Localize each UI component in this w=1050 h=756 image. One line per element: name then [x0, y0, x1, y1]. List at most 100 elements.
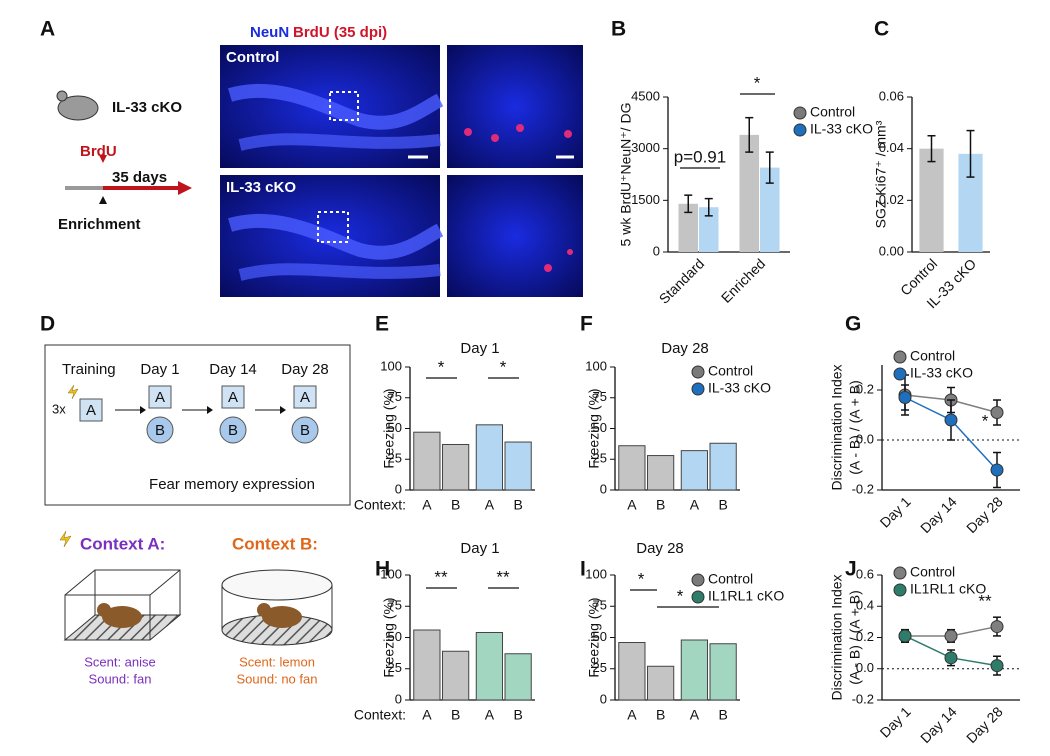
granule-layer [227, 213, 444, 260]
bar [709, 442, 737, 491]
y-tick-label: 75 [593, 598, 607, 613]
y-tick-label: 100 [585, 358, 607, 373]
stage-label: Day 28 [281, 361, 329, 378]
legend-label: Control [708, 363, 753, 379]
y-axis-label: Discrimination Index [829, 574, 845, 700]
point [990, 463, 1004, 477]
chart-title: Day 1 [460, 340, 499, 357]
context-letter: A [300, 389, 310, 406]
start-marker [99, 196, 107, 204]
x-tick-label: B [656, 497, 665, 513]
scent-label: Scent: anise [84, 654, 156, 669]
y-axis-label: Freezing (%) [586, 388, 602, 468]
pulse-label: BrdU [80, 143, 117, 160]
annotation: ** [978, 591, 992, 610]
point [944, 413, 958, 427]
legend-label: Control [910, 348, 955, 364]
legend-marker [793, 123, 807, 137]
context-a-drawing [63, 569, 182, 641]
context-letter: B [300, 422, 310, 439]
y-tick-label: -0.2 [852, 481, 874, 496]
y-tick-label: 0.2 [856, 629, 874, 644]
bar [759, 167, 780, 252]
bar [678, 203, 699, 252]
bar [475, 424, 503, 491]
panel-label: D [40, 313, 55, 336]
y-tick-label: 100 [380, 566, 402, 581]
y-axis-label: Freezing (%) [381, 597, 397, 677]
y-tick-label: 0.6 [856, 566, 874, 581]
timeline-arrow [178, 181, 192, 195]
stage-label: Day 14 [209, 361, 257, 378]
y-tick-label: 75 [388, 389, 402, 404]
x-tick-label: B [656, 707, 665, 723]
chart-title: Day 1 [460, 540, 499, 557]
legend-label: Control [708, 571, 753, 587]
context-box [79, 398, 103, 422]
y-tick-label: 100 [585, 566, 607, 581]
annotation: p=0.91 [674, 147, 726, 166]
context-b-drawing [221, 569, 333, 646]
context-letter: A [155, 389, 165, 406]
y-tick-label: 50 [593, 629, 607, 644]
legend-marker [691, 365, 705, 379]
brdu-cell [491, 134, 499, 142]
y-tick-label: 75 [593, 389, 607, 404]
y-tick-label: 0.02 [879, 192, 904, 207]
bar [504, 653, 532, 701]
y-tick-label: 3000 [631, 140, 660, 155]
brdu-cell [567, 249, 573, 255]
y-axis-label: (A - B) / (A + B) [847, 590, 863, 685]
micrograph: Control IL-33 cKO [220, 45, 583, 297]
legend-marker [893, 350, 907, 364]
point [990, 659, 1004, 673]
bar [413, 431, 441, 491]
y-tick-label: -0.2 [852, 691, 874, 706]
annotation: * [982, 411, 989, 430]
panel-label: I [580, 558, 586, 581]
bar [504, 441, 532, 491]
y-tick-label: 0 [600, 691, 607, 706]
annotation: ** [496, 567, 510, 586]
brdu-cell [464, 128, 472, 136]
shock-icon [59, 530, 72, 548]
panel-label: C [874, 18, 889, 41]
mouse-ear [56, 90, 68, 102]
start-label: Enrichment [58, 216, 141, 233]
x-axis-label: Context: [354, 707, 406, 723]
x-tick-label: Day 1 [877, 493, 914, 530]
stage-contexts: A B A B A B [146, 385, 319, 444]
panel-label: B [611, 18, 626, 41]
zoom-box [317, 211, 349, 243]
granule-layer [238, 263, 441, 281]
legend-marker [691, 573, 705, 587]
panel-d-schematic: Training Day 1 Day 14 Day 28 3x A A B A … [44, 344, 351, 686]
panel-labels: A B C D E F G H I J [40, 18, 889, 581]
panel-label: H [375, 558, 390, 581]
zoom-image [447, 45, 583, 168]
x-tick-label: A [485, 497, 495, 513]
bar [647, 455, 675, 491]
y-tick-label: 0 [395, 691, 402, 706]
y-tick-label: 0.4 [856, 598, 874, 613]
y-tick-label: 0 [600, 481, 607, 496]
y-axis-label: Freezing (%) [586, 597, 602, 677]
point [990, 620, 1004, 634]
y-tick-label: 0.2 [856, 381, 874, 396]
point [944, 629, 958, 643]
y-tick-label: 0.04 [879, 140, 904, 155]
stain-label: BrdU (35 dpi) [293, 24, 387, 41]
bar [413, 629, 441, 701]
x-tick-label: A [690, 707, 700, 723]
panel-label: G [845, 313, 861, 336]
x-tick-label: Day 14 [917, 703, 960, 746]
legend-label: IL1RL1 cKO [910, 581, 986, 597]
zoom-image [447, 175, 583, 297]
legend-marker [691, 590, 705, 604]
x-tick-label: B [513, 707, 522, 723]
y-tick-label: 25 [388, 660, 402, 675]
panel-label: A [40, 18, 55, 41]
brdu-cell [516, 124, 524, 132]
y-tick-label: 0 [653, 243, 660, 258]
x-axis-label: Context: [354, 497, 406, 513]
